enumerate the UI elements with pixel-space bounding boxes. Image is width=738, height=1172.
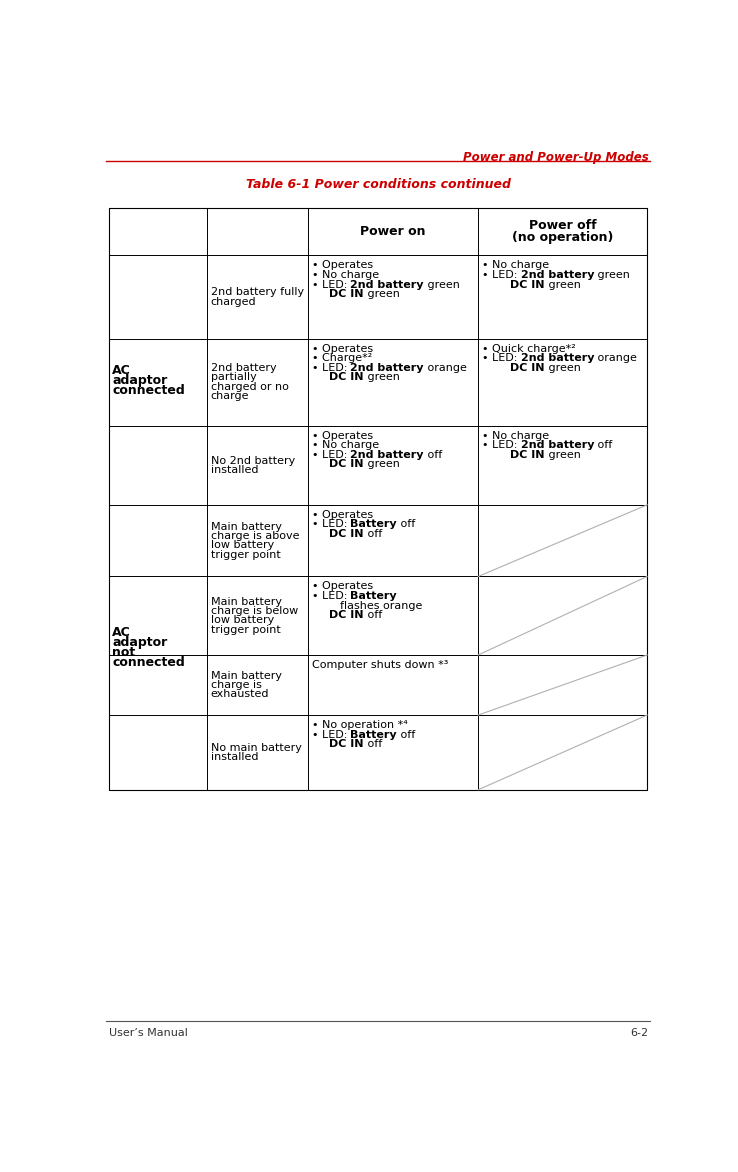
Text: User’s Manual: User’s Manual <box>109 1028 188 1037</box>
Text: • LED:: • LED: <box>311 363 351 373</box>
Text: green: green <box>545 280 581 289</box>
Text: • No charge: • No charge <box>482 430 549 441</box>
Text: connected: connected <box>112 656 185 669</box>
Text: 2nd battery: 2nd battery <box>211 363 277 373</box>
Text: DC IN: DC IN <box>329 373 364 382</box>
Text: DC IN: DC IN <box>510 450 545 459</box>
Text: installed: installed <box>211 465 258 475</box>
Bar <box>109 207 647 790</box>
Text: DC IN: DC IN <box>510 280 545 289</box>
Text: • LED:: • LED: <box>311 519 351 530</box>
Text: 2nd battery: 2nd battery <box>521 353 594 363</box>
Text: 2nd battery: 2nd battery <box>521 270 594 280</box>
Text: DC IN: DC IN <box>329 740 364 749</box>
Text: DC IN: DC IN <box>329 529 364 539</box>
Text: orange: orange <box>424 363 467 373</box>
Text: adaptor: adaptor <box>112 635 168 649</box>
Text: Battery: Battery <box>351 730 397 740</box>
Text: trigger point: trigger point <box>211 625 280 634</box>
Text: not: not <box>112 646 136 659</box>
Text: charge is above: charge is above <box>211 531 300 541</box>
Text: off: off <box>364 611 382 620</box>
Text: • No charge: • No charge <box>311 441 379 450</box>
Text: • LED:: • LED: <box>311 280 351 289</box>
Text: charge: charge <box>211 391 249 401</box>
Text: • Operates: • Operates <box>311 581 373 592</box>
Text: DC IN: DC IN <box>329 611 364 620</box>
Text: adaptor: adaptor <box>112 374 168 387</box>
Text: • Operates: • Operates <box>311 510 373 520</box>
Text: off: off <box>424 450 442 459</box>
Text: Main battery: Main battery <box>211 670 282 681</box>
Text: green: green <box>545 363 581 373</box>
Text: DC IN: DC IN <box>510 363 545 373</box>
Text: Power off: Power off <box>529 219 596 232</box>
Text: low battery: low battery <box>211 615 274 626</box>
Text: green: green <box>594 270 630 280</box>
Text: charged: charged <box>211 297 256 307</box>
Text: Main battery: Main battery <box>211 522 282 532</box>
Text: No 2nd battery: No 2nd battery <box>211 456 295 465</box>
Text: green: green <box>364 459 399 470</box>
Text: exhausted: exhausted <box>211 689 269 700</box>
Text: Computer shuts down *³: Computer shuts down *³ <box>311 660 448 670</box>
Text: • Operates: • Operates <box>311 260 373 271</box>
Text: AC: AC <box>112 363 131 376</box>
Text: charge is below: charge is below <box>211 606 298 616</box>
Text: 2nd battery: 2nd battery <box>351 363 424 373</box>
Text: green: green <box>424 280 460 289</box>
Text: • LED:: • LED: <box>482 441 521 450</box>
Text: • LED:: • LED: <box>311 591 351 601</box>
Text: connected: connected <box>112 383 185 396</box>
Text: off: off <box>397 730 415 740</box>
Text: off: off <box>364 740 382 749</box>
Text: Power and Power-Up Modes: Power and Power-Up Modes <box>463 151 649 164</box>
Text: 2nd battery: 2nd battery <box>351 450 424 459</box>
Text: 2nd battery fully: 2nd battery fully <box>211 287 304 298</box>
Text: Table 6-1 Power conditions continued: Table 6-1 Power conditions continued <box>246 178 511 191</box>
Text: charge is: charge is <box>211 680 262 690</box>
Text: Battery: Battery <box>351 591 397 601</box>
Text: • LED:: • LED: <box>482 270 521 280</box>
Text: flashes orange: flashes orange <box>311 601 422 611</box>
Text: green: green <box>364 289 399 299</box>
Text: 2nd battery: 2nd battery <box>351 280 424 289</box>
Text: off: off <box>397 519 415 530</box>
Text: AC: AC <box>112 626 131 639</box>
Text: • No charge: • No charge <box>482 260 549 271</box>
Text: • Operates: • Operates <box>311 430 373 441</box>
Text: • LED:: • LED: <box>482 353 521 363</box>
Text: partially: partially <box>211 373 257 382</box>
Text: green: green <box>364 373 399 382</box>
Text: • No charge: • No charge <box>311 270 379 280</box>
Text: • LED:: • LED: <box>311 450 351 459</box>
Text: DC IN: DC IN <box>329 459 364 470</box>
Text: green: green <box>545 450 581 459</box>
Text: charged or no: charged or no <box>211 382 289 391</box>
Text: orange: orange <box>594 353 638 363</box>
Text: DC IN: DC IN <box>329 289 364 299</box>
Text: • LED:: • LED: <box>311 730 351 740</box>
Text: off: off <box>364 529 382 539</box>
Text: Battery: Battery <box>351 519 397 530</box>
Text: • Operates: • Operates <box>311 343 373 354</box>
Text: trigger point: trigger point <box>211 550 280 559</box>
Text: • No operation *⁴: • No operation *⁴ <box>311 720 407 730</box>
Text: Main battery: Main battery <box>211 597 282 607</box>
Text: installed: installed <box>211 752 258 762</box>
Text: • Quick charge*²: • Quick charge*² <box>482 343 576 354</box>
Text: Power on: Power on <box>360 225 426 238</box>
Text: 6-2: 6-2 <box>630 1028 649 1037</box>
Text: (no operation): (no operation) <box>512 231 613 244</box>
Text: • Charge*²: • Charge*² <box>311 353 372 363</box>
Text: low battery: low battery <box>211 540 274 551</box>
Text: off: off <box>594 441 613 450</box>
Text: No main battery: No main battery <box>211 743 302 752</box>
Text: 2nd battery: 2nd battery <box>521 441 594 450</box>
